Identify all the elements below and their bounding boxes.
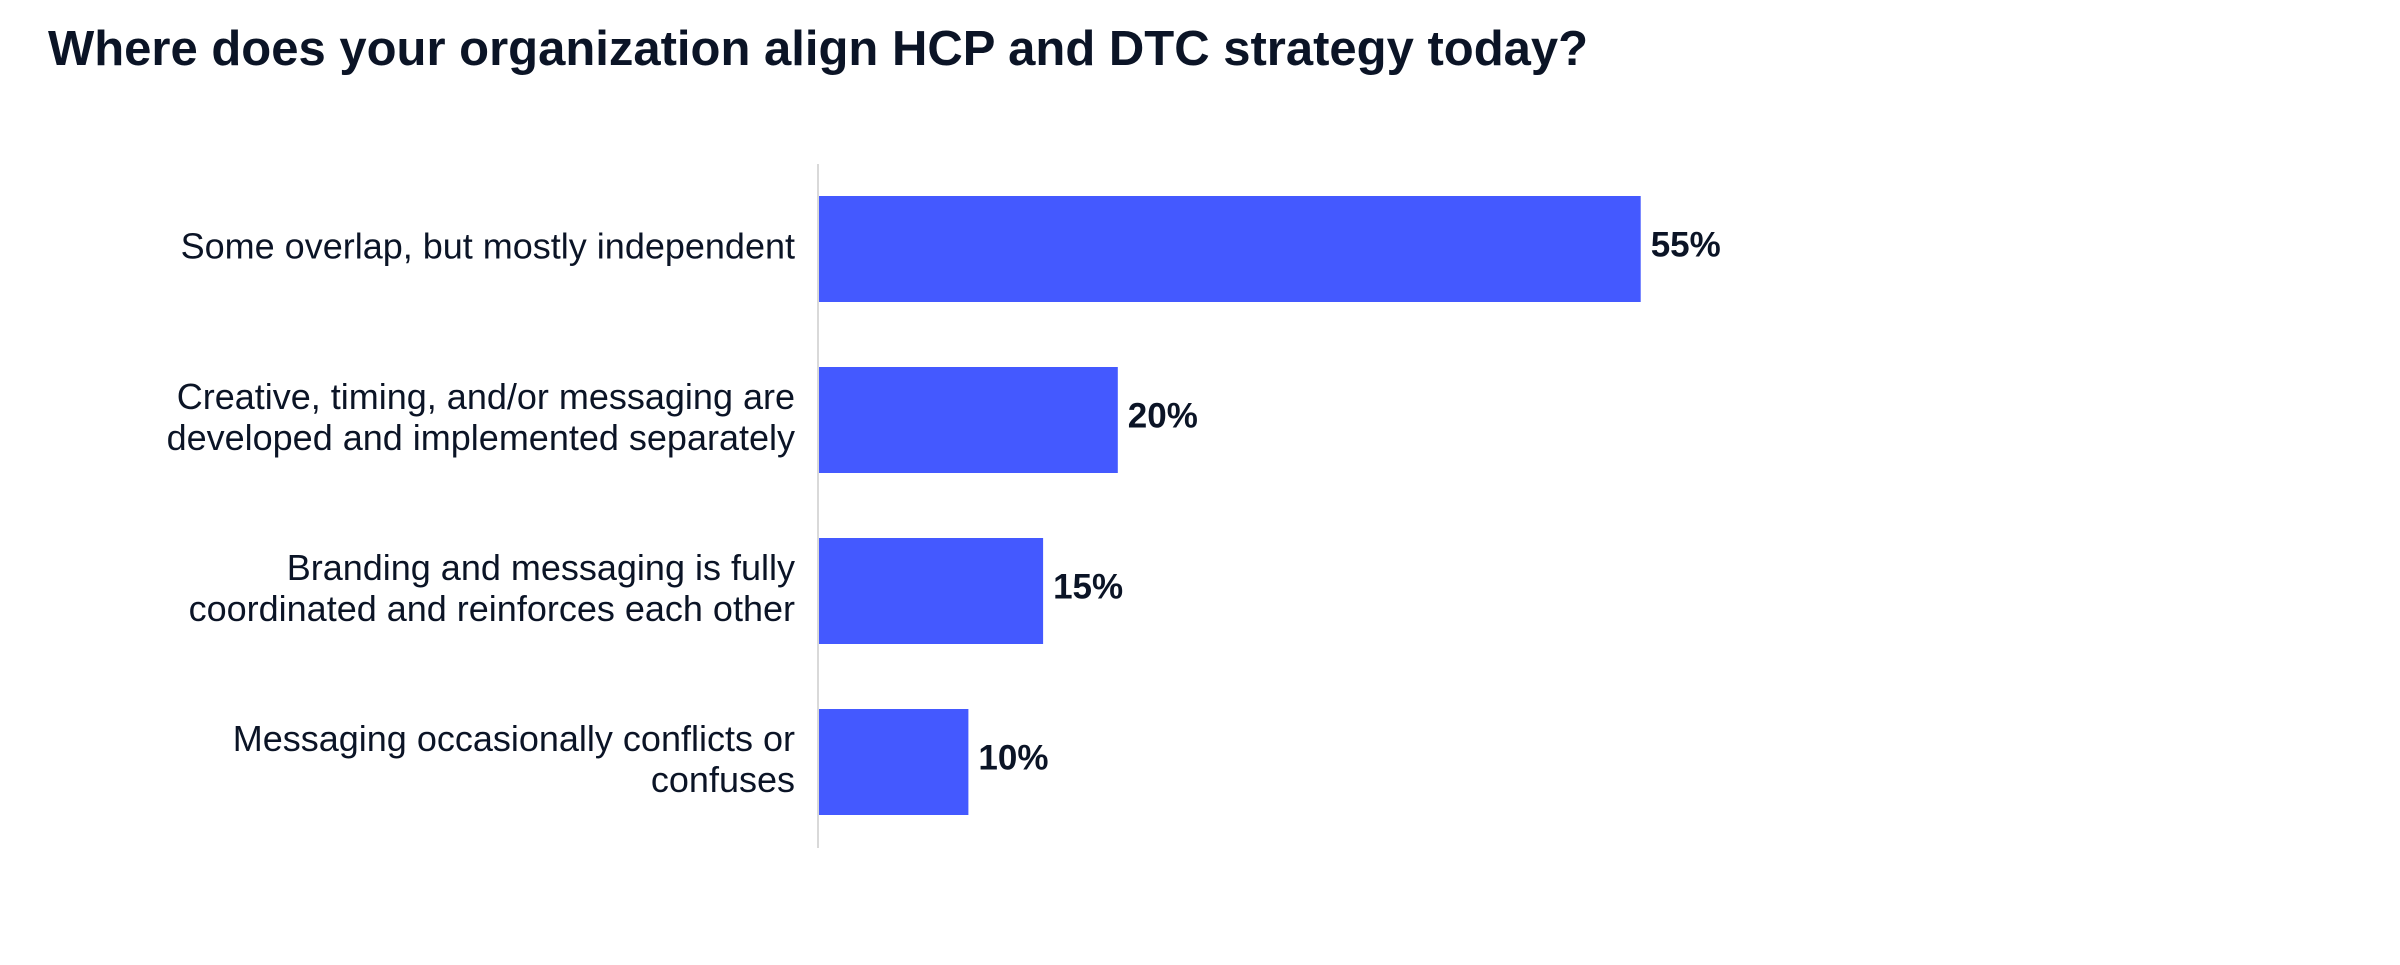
bar-3 bbox=[819, 538, 1044, 644]
category-label-4-line-2: confuses bbox=[651, 759, 795, 800]
value-label-1: 55% bbox=[1651, 225, 1721, 264]
category-label-3-line-2: coordinated and reinforces each other bbox=[189, 588, 795, 629]
bars-group bbox=[819, 196, 1641, 815]
category-labels-group: Some overlap, but mostly independent Crea… bbox=[167, 226, 795, 801]
category-label-2-line-1: Creative, timing, and/or messaging are bbox=[177, 376, 795, 417]
value-labels-group: 55% 20% 15% 10% bbox=[978, 225, 1720, 777]
value-label-2: 20% bbox=[1128, 396, 1198, 435]
category-label-4-line-1: Messaging occasionally conflicts or bbox=[233, 718, 795, 759]
value-label-4: 10% bbox=[978, 738, 1048, 777]
bar-1 bbox=[819, 196, 1641, 302]
category-label-1: Some overlap, but mostly independent bbox=[181, 226, 795, 267]
value-label-3: 15% bbox=[1053, 567, 1123, 606]
bar-4 bbox=[819, 709, 969, 815]
chart-title: Where does your organization align HCP a… bbox=[48, 22, 1589, 76]
category-label-2-line-2: developed and implemented separately bbox=[167, 417, 795, 458]
category-label-3-line-1: Branding and messaging is fully bbox=[287, 547, 795, 588]
bar-2 bbox=[819, 367, 1118, 473]
